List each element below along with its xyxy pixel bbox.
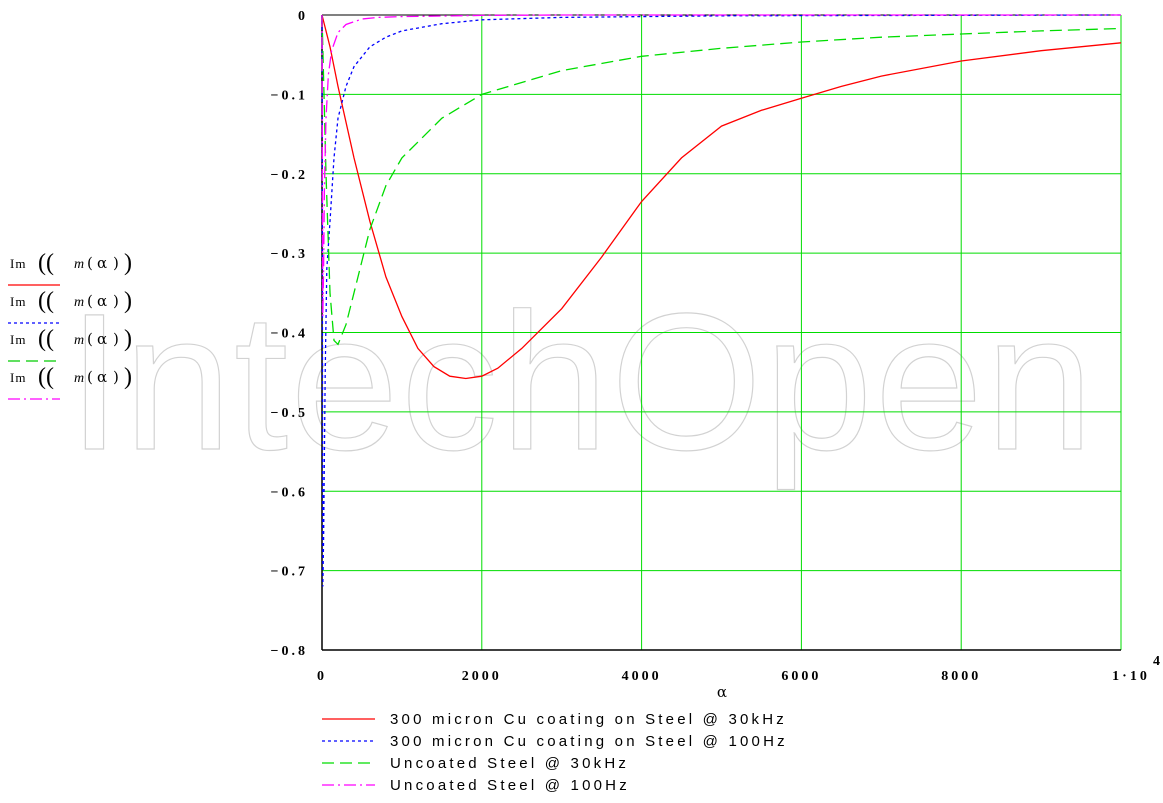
- y-label-arg: α: [97, 254, 107, 272]
- y-tick-label: −0.1: [271, 88, 308, 103]
- series-line-4: [321, 14, 1121, 317]
- y-label-paren-close: ): [124, 364, 132, 390]
- y-label-paren-inner-open: (: [87, 330, 93, 348]
- y-label-paren-open: ((: [38, 364, 54, 390]
- y-axis-label-4: Im (( m(α)): [8, 364, 132, 400]
- y-label-paren-inner-close: ): [113, 330, 119, 348]
- y-tick-label: −0.7: [271, 565, 308, 580]
- y-label-arg: α: [97, 330, 107, 348]
- y-tick-label: −0.3: [271, 247, 308, 262]
- x-tick-label: 0: [317, 669, 327, 684]
- y-tick-label: 0: [298, 9, 308, 24]
- y-label-func: m: [74, 257, 84, 272]
- x-tick-label: 6000: [781, 669, 821, 684]
- x-tick-labels: 0 2000 4000 6000 8000 1·104: [317, 654, 1163, 684]
- legend-entry-2: 300 micron Cu coating on Steel @ 100Hz: [322, 733, 788, 750]
- y-tick-label: −0.6: [271, 485, 308, 500]
- y-tick-labels: 0 −0.1 −0.2 −0.3 −0.4 −0.5 −0.6 −0.7 −0.8: [271, 9, 308, 659]
- y-label-paren-close: ): [124, 326, 132, 352]
- y-axis-label-1: Im (( m(α)): [8, 250, 132, 286]
- legend-entry-3: Uncoated Steel @ 30kHz: [322, 755, 629, 772]
- y-label-func: m: [74, 333, 84, 348]
- series-line-3: [321, 14, 1122, 346]
- y-tick-label: −0.8: [271, 644, 308, 659]
- x-tick-label: 2000: [462, 669, 502, 684]
- y-tick-label: −0.5: [271, 406, 308, 421]
- legend-label: 300 micron Cu coating on Steel @ 100Hz: [390, 733, 788, 750]
- series-line-1: [321, 14, 1122, 380]
- y-label-func: m: [74, 371, 84, 386]
- y-label-paren-open: ((: [38, 288, 54, 314]
- y-label-im: Im: [10, 332, 26, 347]
- series-line-2: [321, 14, 1122, 587]
- x-tick-exponent: 4: [1153, 654, 1163, 669]
- legend-label: 300 micron Cu coating on Steel @ 30kHz: [390, 711, 787, 728]
- y-label-paren-inner-open: (: [87, 292, 93, 310]
- legend-label: Uncoated Steel @ 30kHz: [390, 755, 629, 772]
- y-label-im: Im: [10, 294, 26, 309]
- x-tick-label: 1·10: [1112, 669, 1150, 684]
- y-label-paren-open: ((: [38, 250, 54, 276]
- y-label-paren-inner-close: ): [113, 292, 119, 310]
- y-axis-label-3: Im (( m(α)): [8, 326, 132, 362]
- y-tick-label: −0.2: [271, 168, 308, 183]
- y-label-arg: α: [97, 368, 107, 386]
- x-axis-label: α: [717, 683, 727, 701]
- legend-entry-1: 300 micron Cu coating on Steel @ 30kHz: [322, 711, 787, 728]
- legend: 300 micron Cu coating on Steel @ 30kHz 30…: [322, 711, 788, 794]
- grid: [322, 15, 1121, 650]
- y-label-func: m: [74, 295, 84, 310]
- y-label-im: Im: [10, 256, 26, 271]
- series-layer: [321, 14, 1122, 587]
- y-axis-labels: Im((m(α))Im((m(α))Im((m(α))Im((m(α)): [8, 250, 132, 400]
- x-tick-label: 4000: [622, 669, 662, 684]
- y-label-im: Im: [10, 370, 26, 385]
- y-label-paren-inner-close: ): [113, 254, 119, 272]
- y-label-paren-inner-open: (: [87, 368, 93, 386]
- y-label-arg: α: [97, 292, 107, 310]
- y-label-paren-close: ): [124, 288, 132, 314]
- y-label-paren-inner-open: (: [87, 254, 93, 272]
- y-label-paren-close: ): [124, 250, 132, 276]
- y-tick-label: −0.4: [271, 327, 308, 342]
- y-axis-label-2: Im (( m(α)): [8, 288, 132, 324]
- legend-label: Uncoated Steel @ 100Hz: [390, 777, 630, 794]
- y-label-paren-open: ((: [38, 326, 54, 352]
- x-tick-label: 8000: [941, 669, 981, 684]
- legend-entry-4: Uncoated Steel @ 100Hz: [322, 777, 630, 794]
- y-label-paren-inner-close: ): [113, 368, 119, 386]
